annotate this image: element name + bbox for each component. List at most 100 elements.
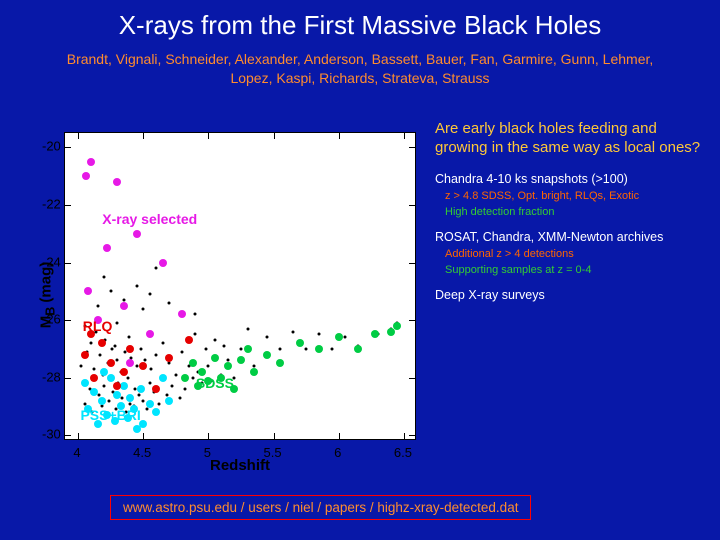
data-point xyxy=(165,354,173,362)
data-point xyxy=(120,368,128,376)
data-point xyxy=(127,336,130,339)
data-point xyxy=(266,336,269,339)
side-sub-item: Supporting samples at z = 0-4 xyxy=(445,264,705,276)
data-point xyxy=(318,333,321,336)
x-tick-label: 4 xyxy=(73,445,80,460)
source-url-box: www.astro.psu.edu / users / niel / paper… xyxy=(110,495,531,520)
data-point xyxy=(113,382,121,390)
y-tick-label: -20 xyxy=(42,139,60,154)
data-point xyxy=(159,374,167,382)
plot-box: PSS+BRI SDSS RLQ X-ray selected xyxy=(64,132,416,440)
data-point xyxy=(116,321,119,324)
data-point xyxy=(168,301,171,304)
data-point xyxy=(181,374,189,382)
series-label: RLQ xyxy=(83,318,113,334)
data-point xyxy=(146,330,154,338)
data-point xyxy=(110,347,113,350)
data-point xyxy=(168,362,171,365)
author-list: Brandt, Vignali, Schneider, Alexander, A… xyxy=(50,50,670,88)
data-point xyxy=(126,394,134,402)
data-point xyxy=(178,310,186,318)
data-point xyxy=(146,400,154,408)
data-point xyxy=(83,402,86,405)
x-tick-label: 6 xyxy=(334,445,341,460)
data-point xyxy=(335,333,343,341)
data-point xyxy=(133,230,141,238)
data-point xyxy=(250,368,258,376)
data-point xyxy=(185,336,193,344)
data-point xyxy=(81,379,89,387)
data-point xyxy=(148,293,151,296)
data-point xyxy=(121,396,124,399)
data-point xyxy=(393,322,401,330)
side-item: Chandra 4-10 ks snapshots (>100) xyxy=(435,172,705,186)
y-tick-label: -30 xyxy=(42,427,60,442)
data-point xyxy=(276,359,284,367)
data-point xyxy=(240,347,243,350)
data-point xyxy=(139,362,147,370)
data-point xyxy=(107,359,115,367)
data-point xyxy=(137,385,145,393)
data-point xyxy=(223,345,226,348)
data-point xyxy=(113,391,121,399)
data-point xyxy=(82,172,90,180)
side-heading: Are early black holes feeding and growin… xyxy=(435,120,705,158)
data-point xyxy=(113,345,116,348)
data-point xyxy=(126,376,129,379)
data-point xyxy=(135,365,138,368)
data-point xyxy=(146,408,149,411)
data-point xyxy=(189,359,197,367)
data-point xyxy=(90,342,93,345)
series-label: PSS+BRI xyxy=(80,407,140,423)
data-point xyxy=(81,351,89,359)
data-point xyxy=(181,350,184,353)
data-point xyxy=(155,353,158,356)
data-point xyxy=(138,393,141,396)
data-point xyxy=(152,408,160,416)
data-point xyxy=(139,347,142,350)
data-point xyxy=(126,345,134,353)
data-point xyxy=(178,396,181,399)
data-point xyxy=(116,359,119,362)
data-point xyxy=(246,327,249,330)
data-point xyxy=(213,339,216,342)
x-tick-label: 4.5 xyxy=(133,445,151,460)
side-sub-item: z > 4.8 SDSS, Opt. bright, RLQs, Exotic xyxy=(445,190,705,202)
data-point xyxy=(194,333,197,336)
data-point xyxy=(237,356,245,364)
x-axis-label: Redshift xyxy=(64,457,416,474)
data-point xyxy=(371,330,379,338)
data-point xyxy=(126,359,134,367)
data-point xyxy=(133,425,141,433)
data-point xyxy=(120,302,128,310)
data-point xyxy=(96,304,99,307)
side-item: Deep X-ray surveys xyxy=(435,288,705,302)
data-point xyxy=(103,385,106,388)
data-point xyxy=(79,365,82,368)
data-point xyxy=(387,328,395,336)
series-label: X-ray selected xyxy=(102,211,197,227)
data-point xyxy=(113,178,121,186)
data-point xyxy=(224,362,232,370)
data-point xyxy=(108,399,111,402)
data-point xyxy=(157,402,160,405)
data-point xyxy=(211,354,219,362)
data-point xyxy=(292,330,295,333)
data-point xyxy=(331,347,334,350)
data-point xyxy=(100,368,108,376)
data-point xyxy=(142,307,145,310)
data-point xyxy=(87,158,95,166)
data-point xyxy=(165,397,173,405)
data-point xyxy=(150,368,153,371)
data-point xyxy=(135,284,138,287)
side-column: Are early black holes feeding and growin… xyxy=(435,120,705,314)
side-sub-item: Additional z > 4 detections xyxy=(445,248,705,260)
series-label: SDSS xyxy=(196,375,234,391)
side-sub-item: High detection fraction xyxy=(445,206,705,218)
data-point xyxy=(152,385,160,393)
data-point xyxy=(263,351,271,359)
data-point xyxy=(155,267,158,270)
slide-root: X-rays from the First Massive Black Hole… xyxy=(0,0,720,540)
data-point xyxy=(90,374,98,382)
data-point xyxy=(191,376,194,379)
